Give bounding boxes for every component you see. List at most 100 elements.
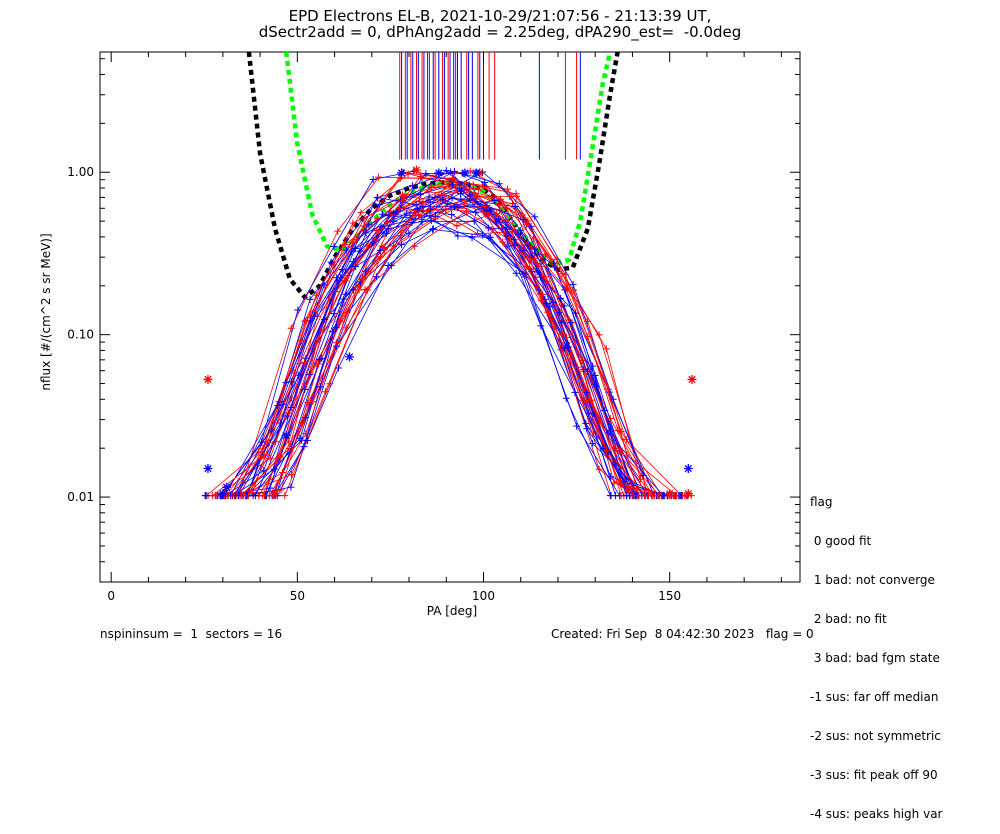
data-point-marker xyxy=(542,300,550,308)
data-point-marker xyxy=(330,260,338,268)
data-point-marker xyxy=(520,247,528,255)
data-point-marker xyxy=(456,189,464,197)
data-point-marker xyxy=(398,241,406,249)
highlight-marker-blue xyxy=(203,463,213,473)
data-point-marker xyxy=(312,359,320,367)
data-point-marker xyxy=(332,339,340,347)
data-point-marker xyxy=(321,388,329,396)
data-point-marker xyxy=(386,207,394,215)
data-point-marker xyxy=(605,388,613,396)
data-point-marker xyxy=(396,204,404,212)
data-point-marker xyxy=(484,224,492,232)
data-point-marker xyxy=(590,428,598,436)
data-point-marker xyxy=(427,217,435,225)
data-point-marker xyxy=(364,242,372,250)
data-point-marker xyxy=(294,371,302,379)
data-point-marker xyxy=(522,262,530,270)
data-trace xyxy=(241,187,687,497)
data-point-marker xyxy=(499,238,507,246)
data-point-marker xyxy=(584,333,592,341)
data-point-marker xyxy=(342,290,350,298)
data-point-marker xyxy=(634,492,642,500)
footer-sectors: nspininsum = 1 sectors = 16 xyxy=(100,627,283,641)
data-point-marker xyxy=(418,174,426,182)
data-point-marker xyxy=(258,438,266,446)
data-point-marker xyxy=(481,179,489,187)
data-point-marker xyxy=(541,295,549,303)
data-point-marker xyxy=(566,319,574,327)
data-point-marker xyxy=(582,419,590,427)
data-point-marker xyxy=(414,211,422,219)
data-point-marker xyxy=(337,274,345,282)
data-point-marker xyxy=(390,209,398,217)
data-point-marker xyxy=(425,193,433,201)
data-point-marker xyxy=(378,242,386,250)
data-point-marker xyxy=(376,246,384,254)
data-point-marker xyxy=(326,380,334,388)
data-point-marker xyxy=(365,221,373,229)
legend-item: -1 sus: far off median xyxy=(810,690,939,704)
highlight-marker-blue xyxy=(218,489,228,499)
data-point-marker xyxy=(612,444,620,452)
data-point-marker xyxy=(511,202,519,210)
data-point-marker xyxy=(659,492,667,500)
data-point-marker xyxy=(563,339,571,347)
data-point-marker xyxy=(285,409,293,417)
data-point-marker xyxy=(472,209,480,217)
data-point-marker xyxy=(343,246,351,254)
data-point-marker xyxy=(302,430,310,438)
chart-title-line2: dSectr2add = 0, dPhAng2add = 2.25deg, dP… xyxy=(258,23,742,41)
legend-item: -2 sus: not symmetric xyxy=(810,729,941,743)
data-point-marker xyxy=(338,266,346,274)
data-point-marker xyxy=(540,272,548,280)
data-point-marker xyxy=(549,299,557,307)
highlight-marker-blue xyxy=(344,352,354,362)
data-point-marker xyxy=(553,255,561,263)
data-point-marker xyxy=(408,219,416,227)
data-point-marker xyxy=(503,185,511,193)
data-point-marker xyxy=(313,338,321,346)
data-point-marker xyxy=(311,312,319,320)
legend-item: -3 sus: fit peak off 90 xyxy=(810,768,938,782)
data-point-marker xyxy=(316,383,324,391)
data-point-marker xyxy=(606,415,614,423)
data-point-marker xyxy=(527,222,535,230)
data-trace xyxy=(246,207,646,496)
data-point-marker xyxy=(487,206,495,214)
data-trace xyxy=(232,180,641,497)
data-point-marker xyxy=(610,479,618,487)
data-point-marker xyxy=(567,351,575,359)
data-point-marker xyxy=(573,422,581,430)
data-point-marker xyxy=(361,285,369,293)
data-point-marker xyxy=(571,388,579,396)
data-point-marker xyxy=(474,230,482,238)
data-point-marker xyxy=(526,256,534,264)
data-point-marker xyxy=(448,183,456,191)
data-point-marker xyxy=(335,317,343,325)
fit-curve-green xyxy=(283,51,613,268)
data-point-marker xyxy=(564,343,572,351)
data-point-marker xyxy=(521,270,529,278)
data-point-marker xyxy=(403,209,411,217)
data-point-marker xyxy=(212,492,220,500)
data-point-marker xyxy=(321,315,329,323)
data-point-marker xyxy=(639,471,647,479)
data-point-marker xyxy=(591,380,599,388)
data-point-marker xyxy=(503,242,511,250)
data-point-marker xyxy=(381,246,389,254)
data-point-marker xyxy=(260,467,268,475)
data-point-marker xyxy=(537,322,545,330)
data-point-marker xyxy=(492,218,500,226)
data-point-marker xyxy=(296,360,304,368)
data-point-marker xyxy=(429,226,437,234)
data-point-marker xyxy=(256,454,264,462)
data-point-marker xyxy=(449,181,457,189)
highlight-marker-red xyxy=(411,165,421,175)
data-point-marker xyxy=(453,222,461,230)
data-point-marker xyxy=(473,193,481,201)
data-point-marker xyxy=(285,444,293,452)
data-point-marker xyxy=(485,233,493,241)
data-trace xyxy=(221,187,663,497)
data-point-marker xyxy=(341,241,349,249)
data-point-marker xyxy=(398,196,406,204)
